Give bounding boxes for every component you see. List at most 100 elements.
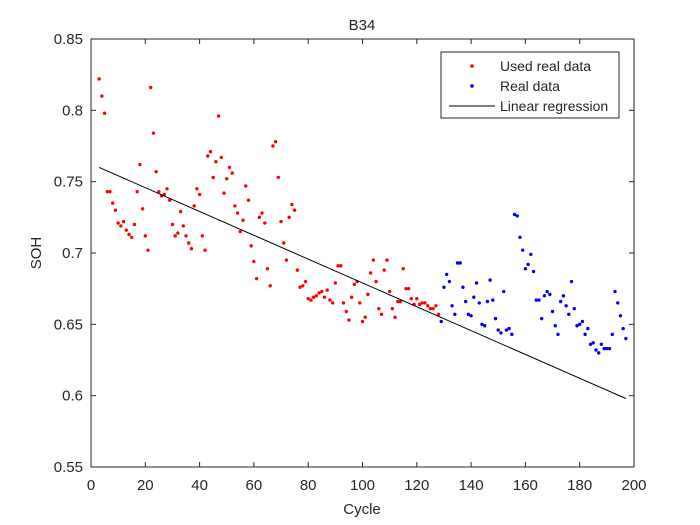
data-point	[523, 266, 528, 271]
data-point	[246, 198, 251, 202]
data-point	[143, 234, 147, 238]
data-point	[276, 175, 281, 180]
data-point	[436, 312, 441, 317]
data-point	[583, 332, 587, 337]
data-point	[401, 266, 405, 271]
data-point	[385, 258, 389, 262]
data-point	[192, 204, 196, 208]
data-point	[282, 241, 286, 245]
data-point	[279, 219, 283, 224]
data-point	[466, 312, 471, 317]
data-point	[499, 331, 503, 335]
data-point	[265, 266, 270, 271]
data-point	[510, 332, 514, 337]
data-point	[602, 346, 606, 351]
data-point	[341, 301, 346, 305]
data-point	[187, 241, 191, 245]
data-point	[539, 316, 544, 321]
data-point	[428, 306, 433, 311]
data-point	[317, 291, 321, 295]
data-point	[458, 261, 462, 265]
series-line-regression	[98, 166, 627, 399]
data-point	[491, 298, 495, 302]
data-point	[534, 298, 538, 302]
y-tick-label: 0.65	[54, 316, 83, 333]
data-point	[575, 324, 579, 328]
data-point	[374, 279, 378, 284]
data-point	[149, 85, 153, 90]
data-point	[208, 150, 213, 154]
data-point	[339, 264, 343, 268]
data-point	[238, 229, 243, 234]
data-point	[605, 346, 609, 351]
data-point	[121, 219, 126, 224]
data-point	[138, 162, 142, 167]
data-point	[349, 295, 354, 299]
data-point	[529, 252, 533, 257]
data-point	[206, 154, 210, 158]
chart-title: B34	[349, 17, 376, 34]
data-point	[616, 301, 620, 305]
data-point	[447, 279, 452, 284]
data-point	[254, 276, 259, 281]
data-point	[233, 204, 237, 208]
data-point	[105, 189, 109, 194]
data-point	[330, 301, 335, 305]
legend-entry-label: Real data	[500, 78, 560, 94]
data-point	[301, 284, 305, 288]
data-point	[216, 114, 221, 118]
data-point	[548, 292, 552, 297]
data-point	[249, 244, 253, 248]
data-point	[211, 175, 215, 180]
series-1-points	[439, 212, 628, 355]
data-point	[184, 234, 188, 238]
data-point	[393, 315, 397, 319]
data-point	[132, 222, 137, 227]
data-point	[417, 302, 422, 307]
data-point	[423, 301, 427, 305]
data-point	[518, 235, 522, 240]
data-point	[398, 299, 403, 304]
data-point	[252, 259, 256, 264]
x-tick-label: 180	[567, 477, 592, 494]
data-point	[425, 304, 430, 308]
data-point	[344, 309, 348, 314]
data-point	[189, 247, 194, 251]
data-point	[493, 316, 498, 321]
y-axis-label: SOH	[28, 237, 45, 270]
data-point	[450, 304, 454, 308]
data-point	[613, 289, 617, 294]
data-point	[173, 234, 177, 238]
data-point	[271, 144, 275, 148]
data-point	[176, 231, 180, 235]
data-point	[404, 286, 408, 291]
data-point	[358, 301, 362, 305]
data-point	[328, 298, 332, 302]
legend-swatch-marker	[470, 64, 474, 68]
data-point	[195, 187, 199, 191]
legend-entry-label: Used real data	[500, 58, 591, 74]
data-point	[287, 215, 291, 220]
data-layer	[97, 77, 628, 399]
data-point	[621, 326, 625, 331]
data-point	[311, 295, 316, 299]
data-point	[474, 281, 479, 285]
data-point	[140, 207, 145, 211]
series-0-points	[97, 77, 441, 324]
data-point	[477, 301, 481, 305]
data-point	[352, 282, 357, 287]
data-point	[597, 351, 601, 355]
data-point	[420, 301, 424, 305]
data-point	[526, 262, 530, 267]
data-point	[368, 271, 373, 275]
data-point	[496, 328, 500, 332]
data-point	[320, 289, 324, 294]
data-point	[333, 281, 338, 285]
data-point	[273, 140, 278, 144]
data-point	[197, 192, 202, 197]
data-point	[567, 312, 571, 317]
data-point	[203, 248, 207, 252]
data-point	[111, 201, 115, 205]
data-point	[97, 77, 101, 81]
data-point	[284, 258, 289, 262]
